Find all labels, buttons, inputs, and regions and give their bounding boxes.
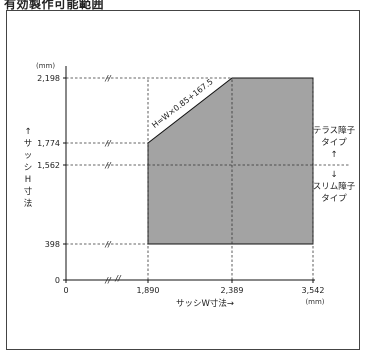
y-tick-label: 2,198 (37, 74, 60, 83)
y-axis-label-text: ↑サッシH寸法 (23, 127, 33, 209)
y-tick-label: 0 (55, 276, 60, 285)
feasible-region (147, 77, 314, 245)
y-tick-label: 1,562 (37, 161, 60, 170)
axis-break-mark: // (104, 161, 112, 170)
y-tick-label: 398 (45, 240, 60, 249)
x-tick-label: 0 (63, 286, 68, 295)
arrow-down-icon: ↓ (330, 170, 337, 180)
axis-break-mark: // (104, 139, 112, 148)
lower-type-label: スリム障子 (313, 181, 356, 192)
axis-break-mark: // (104, 276, 112, 285)
x-tick-label: 1,890 (137, 286, 160, 295)
y-tick-label: 1,774 (37, 139, 60, 148)
axis-break-mark: // (104, 240, 112, 249)
arrow-up-icon: ↑ (330, 150, 337, 160)
x-axis-label: サッシW寸法→ (176, 299, 235, 309)
upper-type-label: タイプ (321, 138, 347, 148)
upper-type-label: テラス障子 (313, 125, 356, 136)
lower-type-label: タイプ (321, 194, 347, 204)
x-tick-label: 3,542 (302, 286, 325, 295)
axis-break-mark: // (104, 74, 112, 83)
y-axis-label: ↑サッシH寸法 (22, 126, 34, 210)
axis-break-mark: // (114, 274, 122, 283)
chart-frame (6, 10, 360, 350)
y-unit-label: (mm) (36, 62, 55, 70)
x-tick-label: 2,389 (221, 286, 244, 295)
page-title: 有効製作可能範囲 (4, 0, 105, 11)
x-unit-label: (mm) (305, 298, 324, 306)
